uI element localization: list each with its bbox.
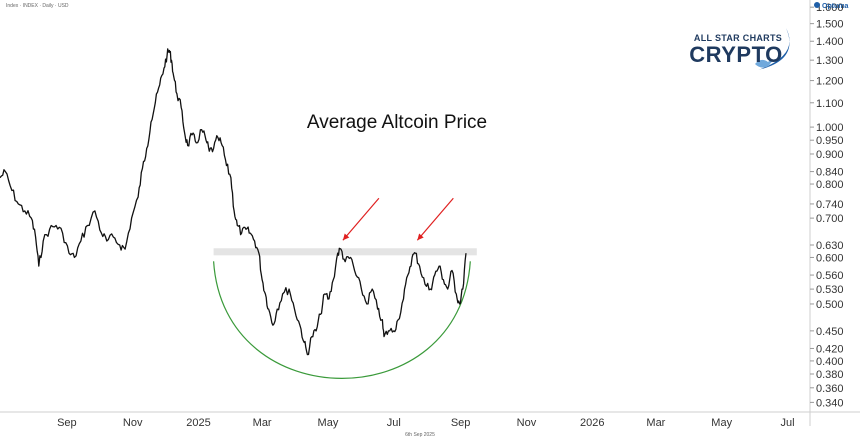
y-tick-label: 0.560 [816, 270, 844, 282]
red-arrow-icon [342, 197, 380, 241]
y-tick-label: 0.900 [816, 149, 844, 161]
y-tick-label: 0.400 [816, 356, 844, 368]
y-tick-label: 1.200 [816, 76, 844, 88]
x-tick-label: May [711, 417, 732, 429]
y-tick-label: 0.950 [816, 135, 844, 147]
y-tick-label: 0.450 [816, 326, 844, 338]
arrowhead-icon [342, 233, 350, 241]
x-tick-label: Sep [451, 417, 471, 429]
y-tick-label: 1.000 [816, 122, 844, 134]
x-tick-label: Mar [253, 417, 272, 429]
y-tick-label: 0.360 [816, 383, 844, 395]
y-tick-label: 0.500 [816, 299, 844, 311]
y-tick-label: 1.500 [816, 19, 844, 31]
x-tick-label: Jul [780, 417, 794, 429]
y-axis: 1.600 1.500 1.400 1.300 1.200 1.100 1.0000.950… [810, 2, 844, 409]
x-axis: Sep Nov 2025 Mar May Jul Sep Nov 2026 Mar May Jul [57, 417, 794, 429]
x-tick-label: Nov [517, 417, 537, 429]
y-tick-label: 0.840 [816, 167, 844, 179]
y-tick-label: 0.600 [816, 252, 844, 264]
y-tick-label: 1.600 [816, 2, 844, 14]
x-tick-label: Jul [387, 417, 401, 429]
arrow-annotations [342, 197, 454, 241]
x-tick-label: May [318, 417, 339, 429]
all-star-charts-crypto-logo: ALL STAR CHARTS CRYPTO [689, 28, 790, 70]
logo-line1: ALL STAR CHARTS [694, 33, 782, 43]
footer-date: 6th Sep 2025 [405, 432, 435, 438]
y-tick-label: 1.400 [816, 36, 844, 48]
rounding-bottom-arc [213, 261, 471, 379]
logo-line2: CRYPTO [689, 42, 782, 67]
y-tick-label: 0.700 [816, 213, 844, 225]
y-tick-label: 0.800 [816, 179, 844, 191]
y-tick-label: 0.420 [816, 343, 844, 355]
y-tick-label: 0.340 [816, 397, 844, 409]
y-tick-label: 0.530 [816, 284, 844, 296]
red-arrow-icon [416, 197, 454, 241]
optuma-brand-label: Optuma [822, 3, 849, 10]
y-tick-label: 1.300 [816, 55, 844, 67]
arrowhead-icon [417, 233, 424, 241]
x-tick-label: Sep [57, 417, 77, 429]
optuma-logo-icon [814, 2, 820, 8]
chart-title: Average Altcoin Price [307, 112, 487, 133]
x-tick-label: 2025 [186, 417, 210, 429]
x-tick-label: Nov [123, 417, 143, 429]
x-tick-label: 2026 [580, 417, 604, 429]
symbol-line: Index · INDEX · Daily · USD [6, 3, 69, 9]
y-tick-label: 0.380 [816, 369, 844, 381]
y-tick-label: 1.100 [816, 98, 844, 110]
y-tick-label: 0.630 [816, 240, 844, 252]
optuma-brand: Optuma [814, 2, 849, 10]
resistance-zone [213, 248, 477, 256]
x-tick-label: Mar [646, 417, 665, 429]
y-tick-label: 0.740 [816, 199, 844, 211]
logo-whale-icon [755, 59, 773, 68]
series-line-altcoin-price [0, 48, 467, 356]
